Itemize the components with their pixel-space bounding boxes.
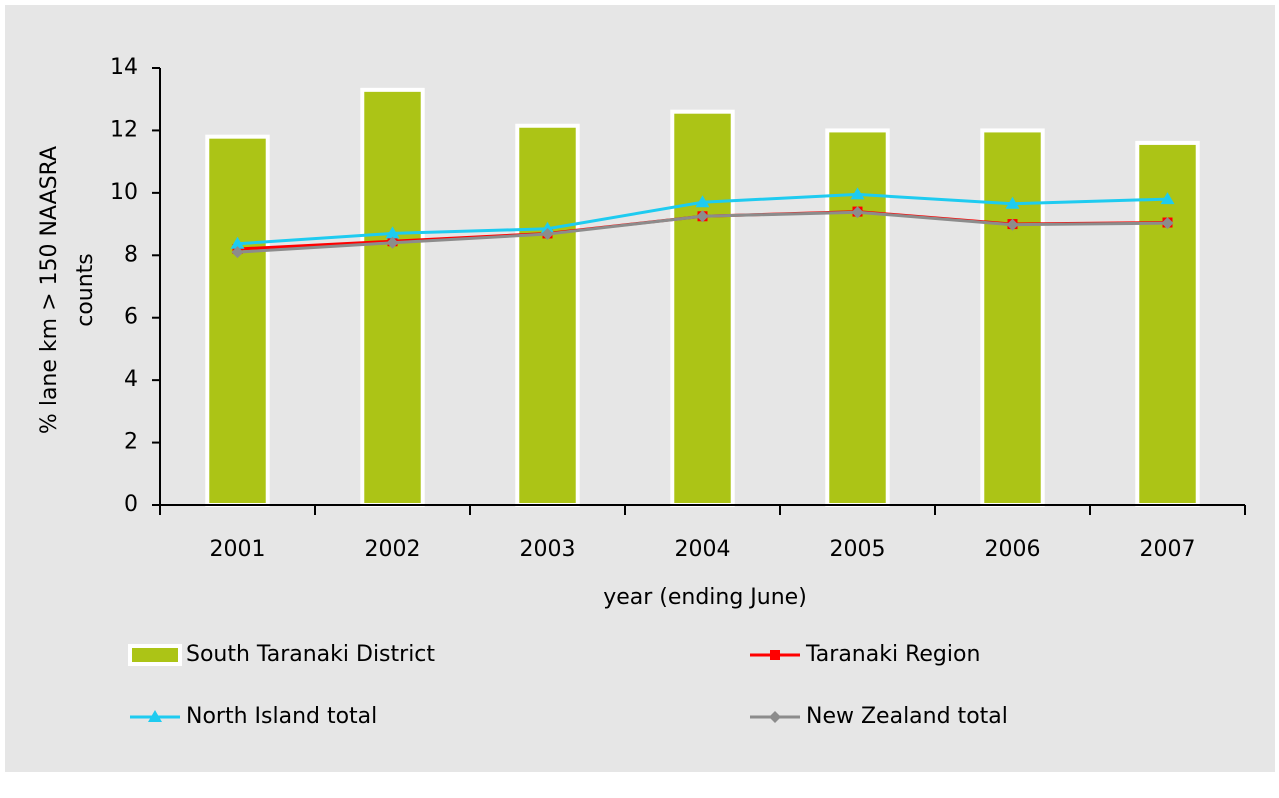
line-marker	[1161, 217, 1174, 230]
line-marker	[696, 210, 709, 223]
legend-marker	[769, 711, 781, 723]
x-tick-label: 2001	[210, 537, 266, 562]
line-marker	[1005, 196, 1020, 209]
y-tick-label: 6	[124, 305, 138, 330]
x-tick-label: 2002	[365, 537, 421, 562]
legend-label: North Island total	[186, 704, 377, 729]
bar	[980, 128, 1045, 508]
line-marker	[850, 187, 865, 200]
line-marker	[1160, 192, 1175, 205]
line-marker	[851, 206, 864, 219]
legend-swatch	[128, 644, 182, 666]
x-tick-label: 2003	[520, 537, 576, 562]
x-axis-label: year (ending June)	[603, 585, 807, 610]
line-marker	[695, 195, 710, 208]
y-tick-label: 2	[124, 430, 138, 455]
legend-label: New Zealand total	[806, 704, 1008, 729]
y-tick-label: 0	[124, 492, 138, 517]
legend-marker	[770, 650, 780, 660]
y-tick-label: 8	[124, 242, 138, 267]
line-marker	[1006, 218, 1019, 231]
legend-marker	[148, 710, 162, 722]
line-marker	[540, 221, 555, 234]
line-marker	[231, 246, 244, 259]
line-marker	[541, 228, 554, 241]
x-tick-label: 2006	[985, 537, 1041, 562]
line-marker	[230, 236, 245, 249]
x-tick-label: 2005	[830, 537, 886, 562]
x-tick-label: 2004	[675, 537, 731, 562]
y-tick-label: 4	[124, 367, 138, 392]
bar	[515, 123, 580, 507]
bar	[670, 109, 735, 507]
line-marker	[386, 236, 399, 249]
legend-label: Taranaki Region	[805, 642, 980, 667]
bar	[360, 87, 425, 507]
y-axis-label: counts	[73, 253, 98, 327]
bar	[205, 134, 270, 508]
line-marker	[385, 226, 400, 239]
y-tick-label: 12	[110, 117, 138, 142]
bar	[825, 128, 890, 508]
y-tick-label: 14	[110, 55, 138, 80]
y-axis-label: % lane km > 150 NAASRA	[37, 146, 62, 434]
legend-label: South Taranaki District	[186, 642, 435, 667]
y-tick-label: 10	[110, 180, 138, 205]
x-tick-label: 2007	[1140, 537, 1196, 562]
